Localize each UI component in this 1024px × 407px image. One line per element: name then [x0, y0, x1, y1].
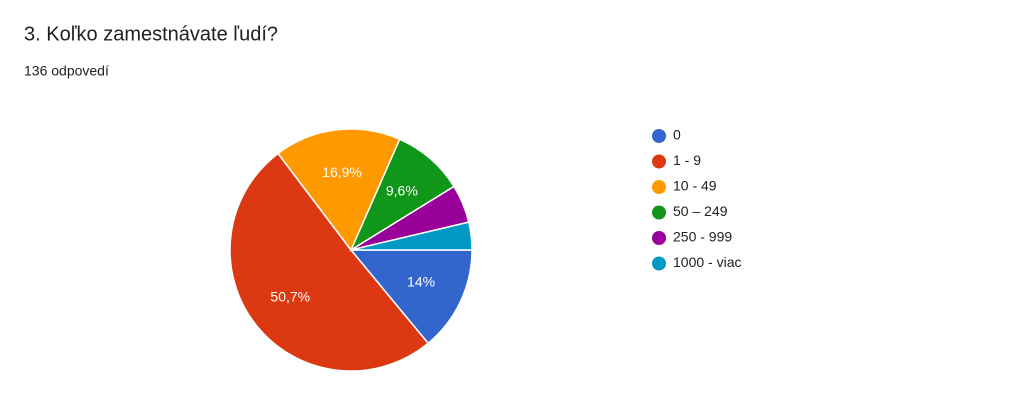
- slice-label: 16,9%: [322, 164, 362, 180]
- pie-slice: [229, 152, 430, 372]
- response-count: 136 odpovedí: [24, 63, 109, 79]
- legend-swatch: [652, 180, 666, 194]
- legend-swatch: [652, 154, 666, 169]
- legend-label: 0: [673, 127, 681, 143]
- legend-label: 10 - 49: [673, 178, 717, 194]
- legend-swatch: [652, 256, 666, 271]
- legend-swatch: [652, 129, 666, 143]
- legend-label: 1000 - viac: [673, 254, 741, 270]
- slice-label: 14%: [407, 274, 435, 290]
- legend-swatch: [652, 205, 666, 220]
- legend-label: 250 - 999: [673, 229, 732, 245]
- pie-slice: [350, 221, 473, 251]
- legend-label: 50 – 249: [673, 203, 728, 219]
- legend-swatch: [652, 231, 666, 245]
- slice-label: 9,6%: [386, 182, 418, 198]
- legend-label: 1 - 9: [673, 152, 701, 168]
- slice-label: 50,7%: [270, 289, 310, 305]
- pie-slice: [349, 249, 473, 345]
- pie-slice: [276, 128, 401, 252]
- chart-title: 3. Koľko zamestnávate ľudí?: [24, 23, 278, 45]
